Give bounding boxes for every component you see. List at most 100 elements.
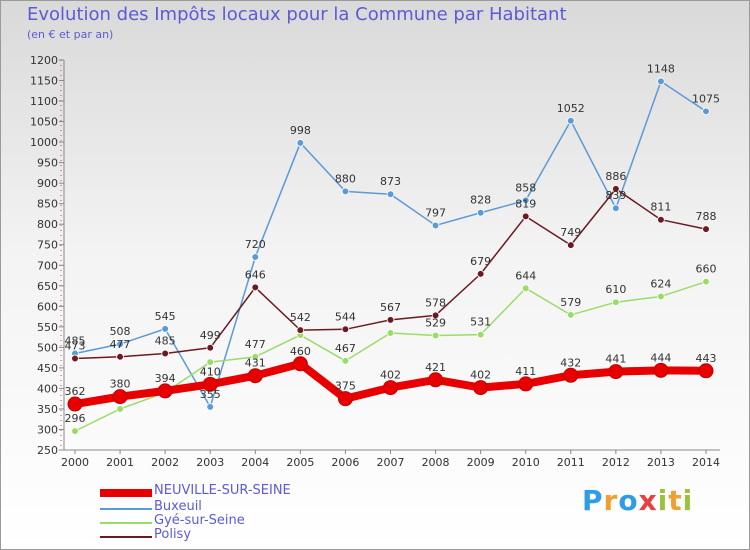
logo-letter: r <box>603 484 619 517</box>
legend-swatch <box>100 522 152 524</box>
data-point <box>657 292 665 301</box>
data-point <box>67 396 83 412</box>
data-label: 720 <box>245 238 266 251</box>
data-point <box>476 208 485 217</box>
data-label: 529 <box>425 316 446 329</box>
y-tick-label: 800 <box>37 218 58 231</box>
data-label: 873 <box>380 175 401 188</box>
x-tick-label: 2001 <box>106 456 134 469</box>
data-label: 355 <box>200 388 221 401</box>
x-tick-label: 2002 <box>151 456 179 469</box>
data-label: 380 <box>110 378 131 391</box>
data-point <box>71 354 79 363</box>
data-point <box>157 383 173 399</box>
legend-label: Polisy <box>154 527 192 542</box>
y-tick-label: 1050 <box>30 116 58 129</box>
legend-swatch <box>100 489 152 497</box>
data-label: 473 <box>65 339 86 352</box>
data-label: 660 <box>696 263 717 276</box>
chart-title: Evolution des Impôts locaux pour la Comm… <box>27 4 567 25</box>
x-tick-label: 2003 <box>196 456 224 469</box>
data-point <box>251 353 260 361</box>
data-point <box>612 185 620 193</box>
data-point <box>112 389 128 405</box>
data-label: 797 <box>425 206 446 219</box>
data-point <box>657 77 665 86</box>
data-label: 545 <box>155 310 176 323</box>
data-label: 402 <box>470 369 491 382</box>
logo-letter: o <box>618 484 639 517</box>
legend-item: NEUVILLE-SUR-SEINE <box>100 483 330 499</box>
data-point <box>653 362 669 378</box>
proxiti-logo: Proxiti <box>582 484 693 517</box>
data-point <box>116 340 124 348</box>
x-tick-label: 2012 <box>602 456 630 469</box>
data-label: 1148 <box>647 62 675 75</box>
data-label: 432 <box>560 356 581 369</box>
y-tick-label: 250 <box>37 444 58 457</box>
y-tick-label: 650 <box>37 280 58 293</box>
y-tick-label: 300 <box>37 423 58 436</box>
data-label: 443 <box>696 352 717 365</box>
y-tick-label: 550 <box>37 321 58 334</box>
data-point <box>292 356 308 372</box>
data-point <box>247 368 263 384</box>
data-label: 679 <box>470 255 491 268</box>
data-point <box>563 367 579 383</box>
data-point <box>116 405 124 413</box>
logo-letter: i <box>682 484 694 517</box>
data-point <box>431 221 440 230</box>
data-point <box>206 403 215 411</box>
data-label: 858 <box>515 181 536 194</box>
data-point <box>657 215 665 224</box>
data-label: 1075 <box>692 92 720 105</box>
data-point <box>71 427 79 435</box>
data-point <box>476 330 485 339</box>
data-label: 624 <box>650 277 671 290</box>
data-label: 460 <box>290 345 311 358</box>
data-label: 610 <box>605 283 626 296</box>
data-label: 421 <box>425 361 446 374</box>
x-tick-label: 2014 <box>692 456 720 469</box>
x-tick-label: 2005 <box>286 456 314 469</box>
data-label: 485 <box>155 335 176 348</box>
data-point <box>251 283 260 292</box>
y-tick-label: 850 <box>37 198 58 211</box>
x-tick-label: 2006 <box>331 456 359 469</box>
data-point <box>612 204 620 213</box>
data-point <box>161 325 169 333</box>
data-label: 644 <box>515 269 536 282</box>
y-tick-label: 900 <box>37 177 58 190</box>
y-tick-label: 450 <box>37 362 58 375</box>
x-tick-label: 2010 <box>512 456 540 469</box>
data-point <box>518 376 534 392</box>
data-point <box>116 353 124 361</box>
data-point <box>161 349 169 358</box>
data-label: 646 <box>245 268 266 281</box>
data-point <box>206 358 215 366</box>
legend-swatch <box>100 508 152 510</box>
legend-item: Gyé-sur-Seine <box>100 513 330 529</box>
data-point <box>702 225 710 233</box>
data-point <box>202 376 218 392</box>
data-label: 467 <box>335 342 356 355</box>
x-tick-label: 2004 <box>241 456 269 469</box>
data-label: 477 <box>110 338 131 351</box>
x-tick-label: 2007 <box>377 456 405 469</box>
logo-letter: t <box>668 484 683 517</box>
data-point <box>296 139 305 147</box>
legend-label: Buxeuil <box>154 499 202 514</box>
data-point <box>476 270 485 278</box>
data-point <box>702 107 710 116</box>
logo-letter: x <box>638 484 658 517</box>
data-label: 578 <box>425 296 446 309</box>
data-point <box>386 329 395 337</box>
data-label: 788 <box>696 210 717 223</box>
x-tick-label: 2008 <box>422 456 450 469</box>
y-tick-label: 950 <box>37 157 58 170</box>
data-point <box>431 331 440 340</box>
data-label: 402 <box>380 369 401 382</box>
data-label: 579 <box>560 296 581 309</box>
data-label: 749 <box>560 226 581 239</box>
